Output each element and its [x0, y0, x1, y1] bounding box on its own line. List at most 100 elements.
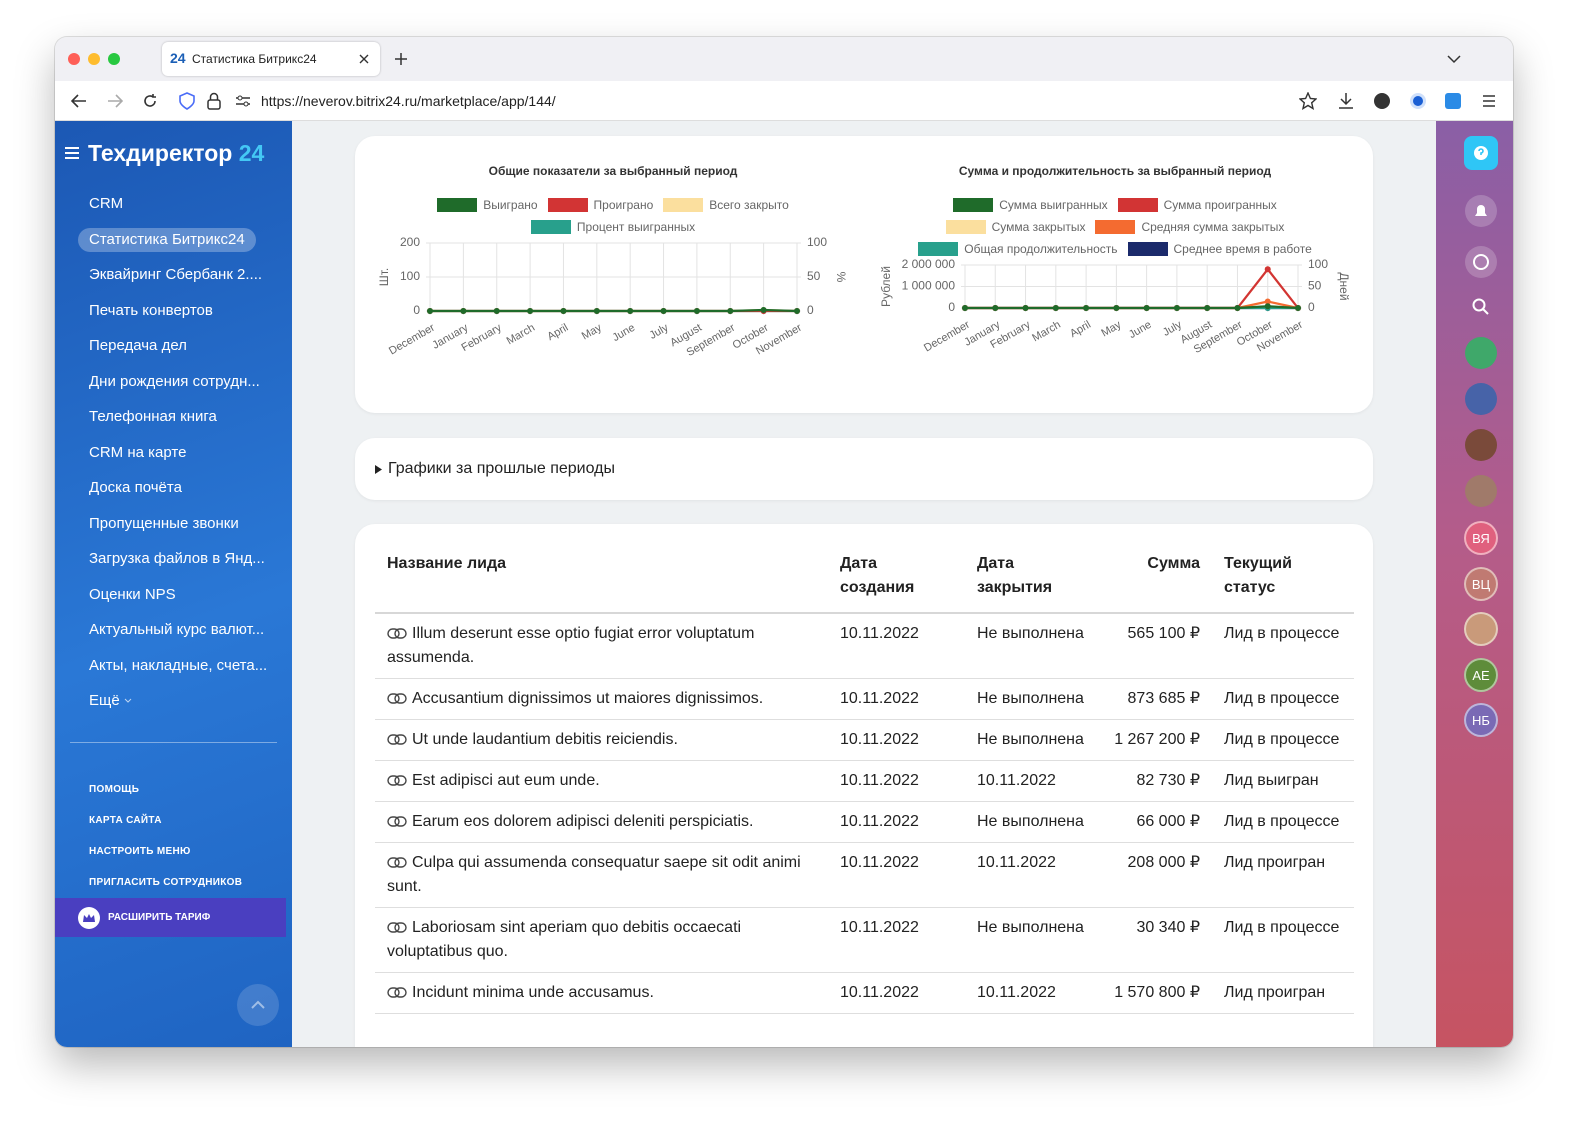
data-point: [760, 306, 767, 313]
table-cell: Лид в процессе: [1212, 613, 1354, 679]
cell-text: 565 100 ₽: [1127, 625, 1200, 642]
menu-item[interactable]: CRM: [89, 195, 124, 212]
cell-text: Лид проигран: [1224, 984, 1326, 1001]
footer-link[interactable]: ПОМОЩЬ: [89, 784, 140, 795]
menu-item[interactable]: Статистика Битрикс24: [78, 227, 256, 252]
tab-close[interactable]: [359, 54, 369, 64]
scroll-top[interactable]: [237, 984, 279, 1026]
tab-list[interactable]: [1447, 54, 1461, 64]
avatar[interactable]: ВЦ: [1464, 567, 1498, 601]
table-cell[interactable]: Illum deserunt esse optio fugiat error v…: [375, 613, 828, 679]
table-cell: 10.11.2022: [965, 760, 1100, 802]
table-cell: 1 267 200 ₽: [1100, 719, 1212, 761]
x-tick-label: December: [387, 322, 437, 358]
menu-item[interactable]: Дни рождения сотрудн...: [89, 372, 260, 390]
chat[interactable]: [1465, 246, 1497, 278]
downloads[interactable]: [1338, 92, 1354, 110]
table-cell[interactable]: Earum eos dolorem adipisci deleniti pers…: [375, 801, 828, 843]
cell-text: 10.11.2022: [840, 625, 919, 642]
extension[interactable]: [1410, 93, 1426, 109]
reload[interactable]: [142, 93, 158, 109]
data-point: [560, 308, 567, 314]
search[interactable]: [1472, 298, 1490, 316]
lead-name: Earum eos dolorem adipisci deleniti pers…: [412, 813, 754, 830]
telephony[interactable]: [1465, 337, 1497, 369]
minimize-dot[interactable]: [88, 53, 100, 65]
cell-text: 10.11.2022: [840, 854, 919, 871]
legend-label: Проиграно: [593, 198, 654, 212]
back[interactable]: [71, 94, 87, 108]
avatar-photo[interactable]: [1465, 475, 1497, 507]
data-point: [627, 308, 634, 314]
table-cell[interactable]: Culpa qui assumenda consequatur saepe si…: [375, 842, 828, 908]
legend-item[interactable]: Сумма закрытых: [945, 220, 1085, 234]
legend-item[interactable]: Всего закрыто: [663, 198, 789, 212]
legend-item[interactable]: Проиграно: [547, 198, 654, 212]
legend: Сумма выигранных Сумма проигранных Сумма з…: [905, 198, 1325, 256]
app-menu[interactable]: [1482, 94, 1496, 108]
menu-toggle[interactable]: [65, 147, 79, 159]
y2-tick-label: 50: [807, 269, 821, 283]
menu-item[interactable]: CRM на карте: [89, 443, 187, 461]
table-cell: 208 000 ₽: [1100, 842, 1212, 908]
menu-more[interactable]: Ещё: [89, 689, 132, 713]
avatar[interactable]: НБ: [1464, 703, 1498, 737]
menu-item[interactable]: Оценки NPS: [89, 585, 176, 603]
help[interactable]: [1464, 136, 1498, 170]
past-periods[interactable]: Графики за прошлые периоды: [355, 438, 1373, 500]
lead-name: Est adipisci aut eum unde.: [412, 772, 600, 789]
table-cell[interactable]: Ut unde laudantium debitis reiciendis.: [375, 719, 828, 761]
table-cell: Не выполнена: [965, 907, 1100, 973]
table-cell: 66 000 ₽: [1100, 801, 1212, 843]
menu-item[interactable]: Доска почёта: [89, 479, 182, 496]
avatar[interactable]: АЕ: [1464, 658, 1498, 692]
notifications[interactable]: [1465, 195, 1497, 227]
legend-item[interactable]: Сумма проигранных: [1117, 198, 1277, 212]
cell-text: Лид в процессе: [1224, 731, 1340, 748]
tab-icon: 24: [170, 50, 186, 66]
legend-item[interactable]: Процент выигранных: [530, 220, 695, 234]
shield[interactable]: [179, 92, 195, 110]
avatar-photo[interactable]: [1465, 429, 1497, 461]
menu-item[interactable]: Актуальный курс валют...: [89, 621, 265, 638]
extension[interactable]: [1374, 93, 1390, 109]
new-tab[interactable]: [394, 52, 408, 66]
table-cell[interactable]: Accusantium dignissimos ut maiores digni…: [375, 678, 828, 720]
table-cell: Лид в процессе: [1212, 719, 1354, 761]
menu-item[interactable]: Эквайринг Сбербанк 2....: [89, 266, 263, 283]
legend-label: Сумма выигранных: [999, 198, 1108, 212]
group-chat[interactable]: [1465, 383, 1497, 415]
menu-item[interactable]: Передача дел: [89, 337, 187, 354]
footer-link[interactable]: ПРИГЛАСИТЬ СОТРУДНИКОВ: [89, 877, 243, 888]
extension[interactable]: [1445, 93, 1461, 109]
avatar[interactable]: ВЯ: [1464, 521, 1498, 555]
legend-item[interactable]: Среднее время в работе: [1127, 242, 1312, 256]
tab[interactable]: 24 Статистика Битрикс24: [162, 42, 380, 76]
cell-text: 10.11.2022: [977, 984, 1056, 1001]
forward[interactable]: [107, 94, 123, 108]
table-cell[interactable]: Est adipisci aut eum unde.: [375, 760, 828, 802]
menu-item[interactable]: Телефонная книга: [89, 408, 217, 425]
menu-item[interactable]: Загрузка файлов в Янд...: [89, 550, 265, 567]
legend-item[interactable]: Сумма выигранных: [953, 198, 1108, 212]
upgrade-button[interactable]: РАСШИРИТЬ ТАРИФ: [55, 898, 286, 937]
table-cell[interactable]: Laboriosam sint aperiam quo debitis occa…: [375, 907, 828, 973]
url[interactable]: https://neverov.bitrix24.ru/marketplace/…: [261, 93, 556, 109]
close-dot[interactable]: [68, 53, 80, 65]
legend-item[interactable]: Средняя сумма закрытых: [1095, 220, 1284, 234]
table-cell[interactable]: Incidunt minima unde accusamus.: [375, 972, 828, 1014]
y2-tick-label: 0: [1308, 300, 1315, 314]
menu-item[interactable]: Акты, накладные, счета...: [89, 656, 268, 674]
legend-item[interactable]: Выиграно: [437, 198, 538, 212]
permissions[interactable]: [235, 94, 251, 108]
menu-item[interactable]: Пропущенные звонки: [89, 514, 239, 532]
footer-link[interactable]: НАСТРОИТЬ МЕНЮ: [89, 846, 191, 857]
bookmark[interactable]: [1299, 92, 1317, 110]
table-cell: 10.11.2022: [828, 972, 965, 1014]
zoom-dot[interactable]: [108, 53, 120, 65]
legend-item[interactable]: Общая продолжительность: [918, 242, 1118, 256]
menu-item[interactable]: Печать конвертов: [89, 301, 213, 319]
legend-label: Выиграно: [483, 198, 538, 212]
footer-link[interactable]: КАРТА САЙТА: [89, 815, 162, 826]
